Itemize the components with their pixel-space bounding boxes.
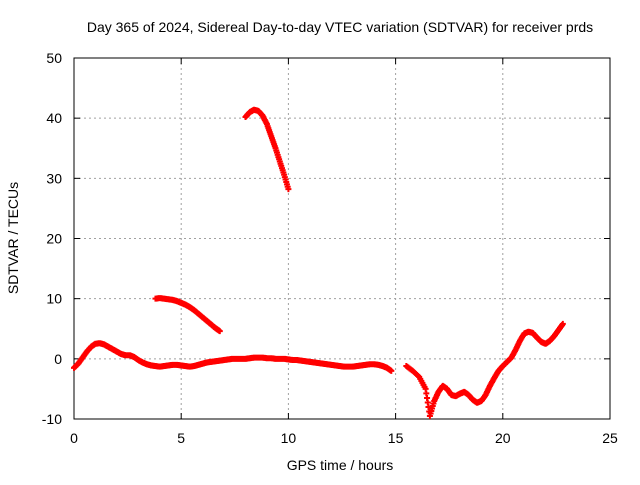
x-tick-label: 25 [602,430,618,446]
y-tick-label: 0 [54,351,62,367]
data-series [71,106,566,419]
grid-lines [74,58,610,419]
y-tick-label: -10 [42,411,62,427]
axes [73,57,611,420]
series-main-trace [71,340,395,374]
y-axis-label: SDTVAR / TECUs [5,182,21,294]
series-markers [71,340,395,374]
y-tick-label: 50 [46,50,62,66]
chart-title: Day 365 of 2024, Sidereal Day-to-day VTE… [87,19,593,35]
y-tick-label: 30 [46,170,62,186]
series-mid-segment [152,295,223,335]
series-markers [152,295,223,335]
tick-labels: 0 5 10 15 20 25 -10 0 10 20 30 40 50 [42,50,618,446]
y-tick-label: 10 [46,291,62,307]
series-markers [403,320,566,419]
x-tick-label: 20 [495,430,511,446]
series-peak-segment [242,106,292,193]
series-markers [242,106,292,193]
series-late-segment [403,320,566,419]
x-tick-label: 15 [388,430,404,446]
y-tick-label: 40 [46,110,62,126]
x-tick-label: 5 [177,430,185,446]
x-axis-label: GPS time / hours [287,457,394,473]
x-tick-label: 0 [70,430,78,446]
y-tick-label: 20 [46,231,62,247]
x-tick-label: 10 [281,430,297,446]
